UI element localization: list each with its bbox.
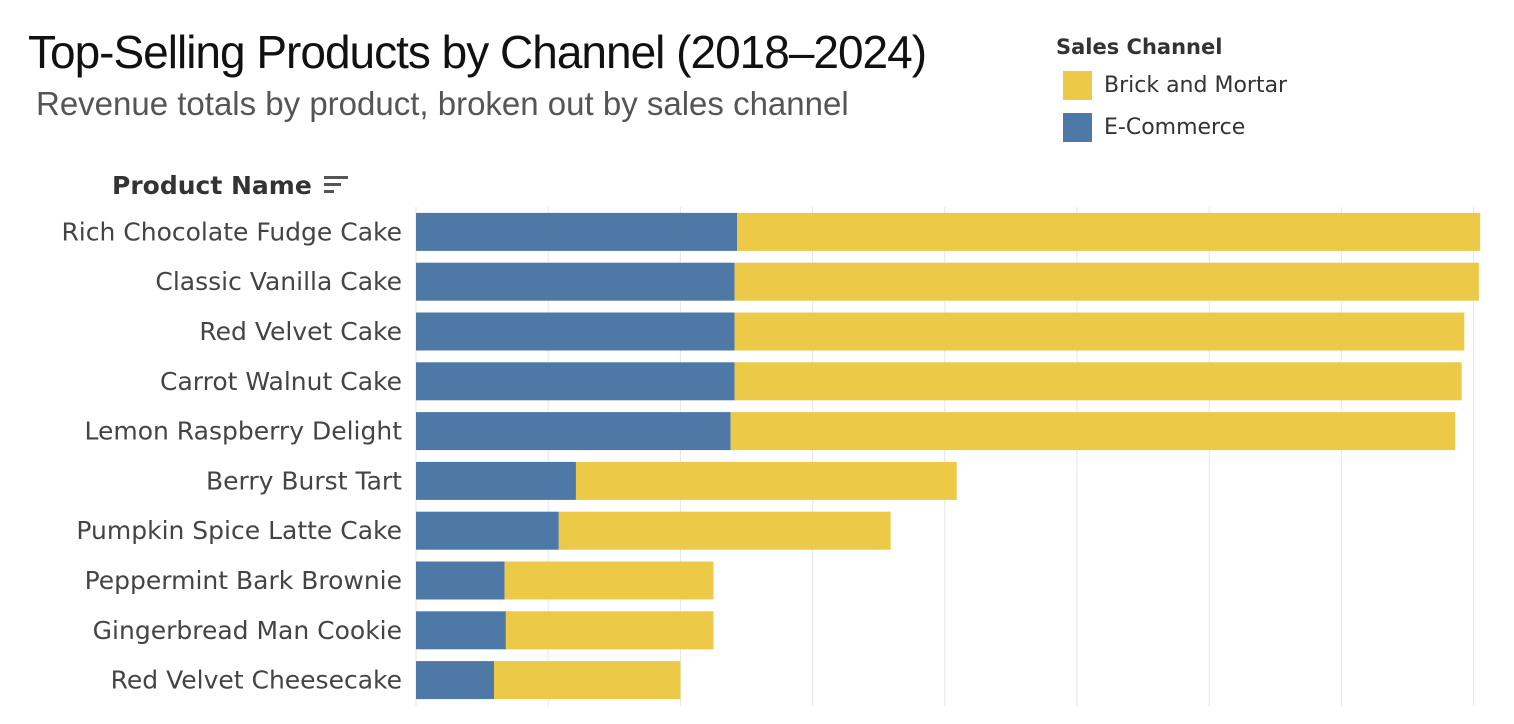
- bars: [416, 212, 1481, 700]
- chart-title: Top-Selling Products by Channel (2018–20…: [28, 26, 927, 78]
- bar-e-commerce-gingerbread-man-cookie[interactable]: [416, 611, 506, 650]
- category-label-rich-chocolate-fudge-cake: Rich Chocolate Fudge Cake: [61, 217, 402, 246]
- sort-descending-icon[interactable]: [322, 173, 350, 197]
- y-axis-header: Product Name: [112, 166, 350, 204]
- bar-e-commerce-pumpkin-spice-latte-cake[interactable]: [416, 511, 559, 550]
- bar-e-commerce-rich-chocolate-fudge-cake[interactable]: [416, 212, 738, 251]
- legend-title: Sales Channel: [1056, 35, 1223, 59]
- legend-label-e-commerce: E-Commerce: [1104, 114, 1246, 140]
- category-labels: Rich Chocolate Fudge Cake Classic Vanilla…: [61, 217, 402, 694]
- category-label-pumpkin-spice-latte-cake: Pumpkin Spice Latte Cake: [76, 516, 402, 545]
- bar-brick-and-mortar-pumpkin-spice-latte-cake[interactable]: [558, 511, 891, 550]
- bar-e-commerce-red-velvet-cake[interactable]: [416, 312, 735, 351]
- bar-brick-and-mortar-red-velvet-cake[interactable]: [734, 312, 1465, 351]
- category-label-lemon-raspberry-delight: Lemon Raspberry Delight: [85, 417, 403, 446]
- category-label-red-velvet-cake: Red Velvet Cake: [199, 317, 402, 346]
- bar-e-commerce-red-velvet-cheesecake[interactable]: [416, 661, 494, 700]
- bar-brick-and-mortar-rich-chocolate-fudge-cake[interactable]: [737, 212, 1481, 251]
- bar-brick-and-mortar-berry-burst-tart[interactable]: [575, 461, 957, 500]
- bar-e-commerce-carrot-walnut-cake[interactable]: [416, 362, 735, 401]
- category-label-gingerbread-man-cookie: Gingerbread Man Cookie: [93, 616, 402, 645]
- legend-label-brick-and-mortar: Brick and Mortar: [1104, 72, 1288, 98]
- bar-brick-and-mortar-classic-vanilla-cake[interactable]: [734, 262, 1479, 301]
- bar-brick-and-mortar-gingerbread-man-cookie[interactable]: [505, 611, 714, 650]
- bar-e-commerce-berry-burst-tart[interactable]: [416, 461, 576, 500]
- category-label-red-velvet-cheesecake: Red Velvet Cheesecake: [111, 666, 402, 695]
- legend-item-e-commerce[interactable]: E-Commerce: [1056, 106, 1376, 148]
- y-axis-header-label: Product Name: [112, 170, 312, 200]
- legend-swatch-brick-and-mortar: [1063, 70, 1092, 100]
- legend: Sales Channel Brick and Mortar E-Commerc…: [1056, 30, 1376, 148]
- bar-e-commerce-peppermint-bark-brownie[interactable]: [416, 561, 505, 600]
- chart-subtitle: Revenue totals by product, broken out by…: [36, 85, 849, 122]
- bar-brick-and-mortar-carrot-walnut-cake[interactable]: [734, 362, 1462, 401]
- category-label-classic-vanilla-cake: Classic Vanilla Cake: [155, 267, 402, 296]
- bar-e-commerce-lemon-raspberry-delight[interactable]: [416, 412, 731, 451]
- category-label-berry-burst-tart: Berry Burst Tart: [206, 466, 402, 495]
- legend-item-brick-and-mortar[interactable]: Brick and Mortar: [1056, 64, 1376, 106]
- legend-swatch-e-commerce: [1063, 112, 1092, 142]
- bar-brick-and-mortar-red-velvet-cheesecake[interactable]: [493, 661, 681, 700]
- bar-brick-and-mortar-peppermint-bark-brownie[interactable]: [504, 561, 714, 600]
- category-label-peppermint-bark-brownie: Peppermint Bark Brownie: [85, 566, 402, 595]
- bar-brick-and-mortar-lemon-raspberry-delight[interactable]: [730, 412, 1456, 451]
- category-label-carrot-walnut-cake: Carrot Walnut Cake: [160, 367, 402, 396]
- bar-e-commerce-classic-vanilla-cake[interactable]: [416, 262, 735, 301]
